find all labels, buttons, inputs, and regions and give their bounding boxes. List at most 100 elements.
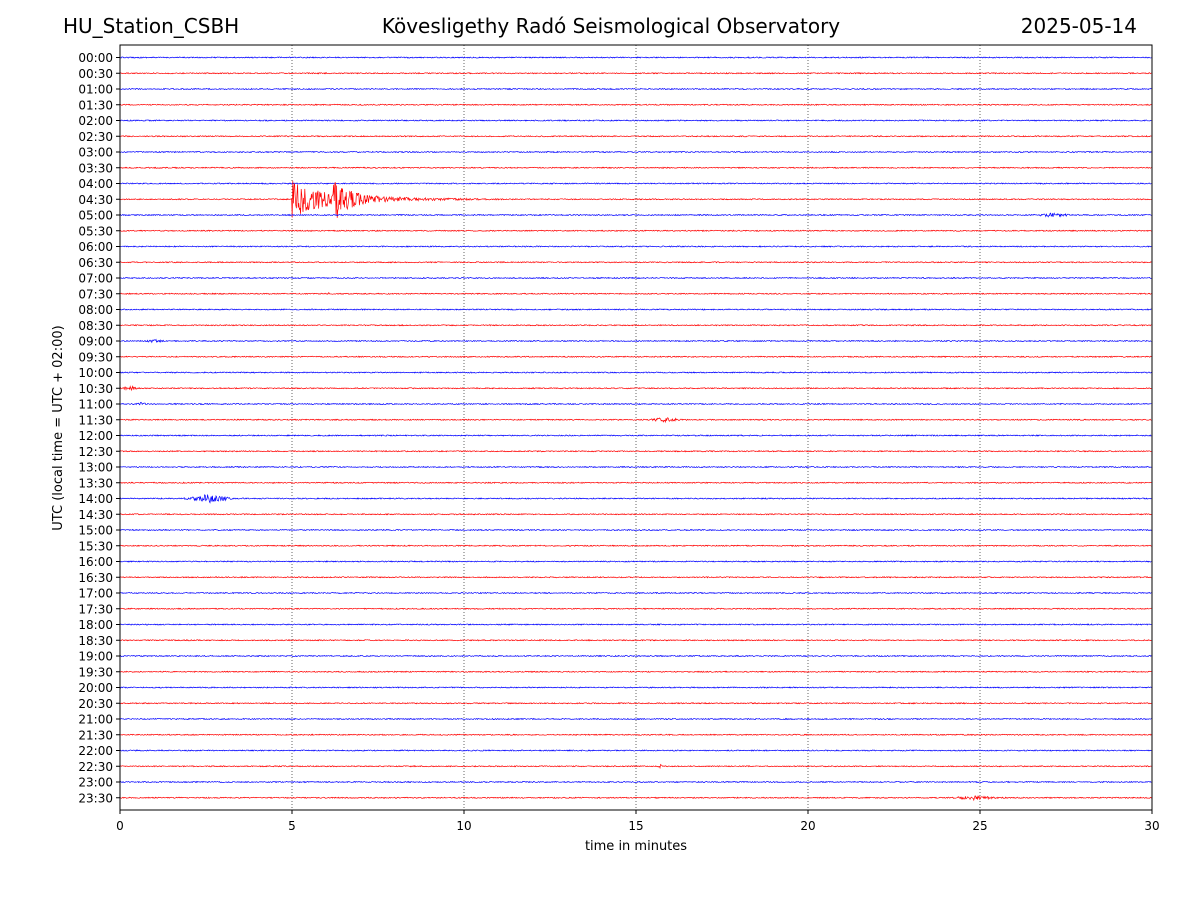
x-tick-label: 10 — [456, 819, 471, 833]
y-tick-label: 19:00 — [78, 650, 113, 664]
y-tick-label: 16:30 — [78, 571, 113, 585]
x-tick-label: 5 — [288, 819, 296, 833]
y-tick-label: 11:30 — [78, 413, 113, 427]
y-tick-label: 23:30 — [78, 791, 113, 805]
trace-row — [119, 686, 1152, 689]
trace-row — [119, 245, 1152, 248]
trace-row — [119, 182, 1152, 185]
y-tick-label: 02:00 — [78, 114, 113, 128]
trace-row — [119, 276, 1152, 280]
trace-row — [119, 654, 1152, 658]
trace-rows — [119, 56, 1152, 802]
y-tick-label: 04:00 — [78, 177, 113, 191]
trace-row — [119, 434, 1152, 437]
y-tick-label: 14:30 — [78, 508, 113, 522]
trace-row — [119, 733, 1152, 736]
trace-row — [119, 749, 1152, 752]
trace-row — [119, 103, 1152, 106]
trace-row — [119, 450, 1152, 453]
y-tick-label: 22:00 — [78, 744, 113, 758]
y-tick-label: 07:30 — [78, 287, 113, 301]
trace-row — [119, 465, 1152, 469]
trace-row — [119, 560, 1152, 563]
y-tick-label: 12:30 — [78, 445, 113, 459]
y-tick-label: 18:00 — [78, 618, 113, 632]
trace-row — [119, 150, 1152, 154]
station-name: HU_Station_CSBH — [63, 14, 240, 38]
trace-row — [119, 702, 1152, 705]
trace-row — [119, 385, 1152, 392]
trace-row — [119, 607, 1152, 610]
y-tick-label: 21:00 — [78, 713, 113, 727]
x-axis-label: time in minutes — [585, 839, 687, 854]
y-tick-label: 13:00 — [78, 461, 113, 475]
y-tick-label: 00:30 — [78, 67, 113, 81]
trace-row — [119, 72, 1152, 75]
y-tick-label: 05:30 — [78, 224, 113, 238]
y-tick-label: 08:00 — [78, 303, 113, 317]
trace-row — [119, 623, 1152, 626]
y-tick-label: 02:30 — [78, 130, 113, 144]
trace-row — [119, 528, 1152, 532]
y-tick-label: 18:30 — [78, 634, 113, 648]
y-tick-label: 06:30 — [78, 256, 113, 270]
trace-row — [119, 166, 1152, 170]
y-tick-label: 14:00 — [78, 492, 113, 506]
trace-row — [119, 513, 1152, 516]
trace-row — [119, 180, 1152, 218]
trace-row — [119, 87, 1152, 91]
y-tick-label: 13:30 — [78, 476, 113, 490]
trace-row — [119, 261, 1152, 264]
y-tick-label: 22:30 — [78, 760, 113, 774]
trace-row — [119, 229, 1152, 232]
trace-row — [119, 212, 1152, 218]
trace-row — [119, 591, 1152, 595]
y-tick-label: 10:00 — [78, 366, 113, 380]
trace-row — [119, 135, 1152, 138]
y-tick-label: 10:30 — [78, 382, 113, 396]
y-tick-label: 20:00 — [78, 681, 113, 695]
trace-row — [119, 795, 1152, 802]
y-tick-label: 17:00 — [78, 587, 113, 601]
y-tick-label: 00:00 — [78, 51, 113, 65]
x-tick-label: 0 — [116, 819, 124, 833]
y-tick-label: 01:30 — [78, 98, 113, 112]
x-tick-label: 20 — [800, 819, 815, 833]
y-tick-label: 16:00 — [78, 555, 113, 569]
x-tick-label: 25 — [972, 819, 987, 833]
y-tick-label: 03:00 — [78, 146, 113, 160]
y-axis-label: UTC (local time = UTC + 02:00) — [51, 325, 66, 530]
chart-date: 2025-05-14 — [1020, 14, 1137, 38]
y-tick-label: 06:00 — [78, 240, 113, 254]
trace-row — [119, 670, 1152, 673]
y-tick-label: 01:00 — [78, 83, 113, 97]
trace-row — [119, 338, 1152, 344]
y-tick-label: 19:30 — [78, 665, 113, 679]
y-tick-label: 07:00 — [78, 272, 113, 286]
y-tick-label: 09:30 — [78, 350, 113, 364]
y-tick-label: 03:30 — [78, 161, 113, 175]
trace-row — [119, 401, 1152, 406]
trace-row — [119, 371, 1152, 374]
x-tick-label: 15 — [628, 819, 643, 833]
grid-lines — [291, 45, 981, 810]
y-tick-label: 04:30 — [78, 193, 113, 207]
trace-row — [119, 576, 1152, 579]
y-tick-label: 05:00 — [78, 209, 113, 223]
trace-row — [119, 494, 1152, 504]
y-tick-label: 17:30 — [78, 602, 113, 616]
y-tick-label: 23:00 — [78, 776, 113, 790]
trace-row — [119, 355, 1152, 358]
trace-row — [119, 717, 1152, 721]
trace-row — [119, 481, 1152, 484]
trace-row — [119, 308, 1152, 311]
trace-row — [119, 417, 1152, 424]
trace-row — [119, 544, 1152, 547]
y-tick-label: 08:30 — [78, 319, 113, 333]
y-tick-label: 09:00 — [78, 335, 113, 349]
trace-row — [119, 639, 1152, 642]
chart-title: Kövesligethy Radó Seismological Observat… — [381, 14, 841, 38]
trace-row — [119, 119, 1152, 122]
